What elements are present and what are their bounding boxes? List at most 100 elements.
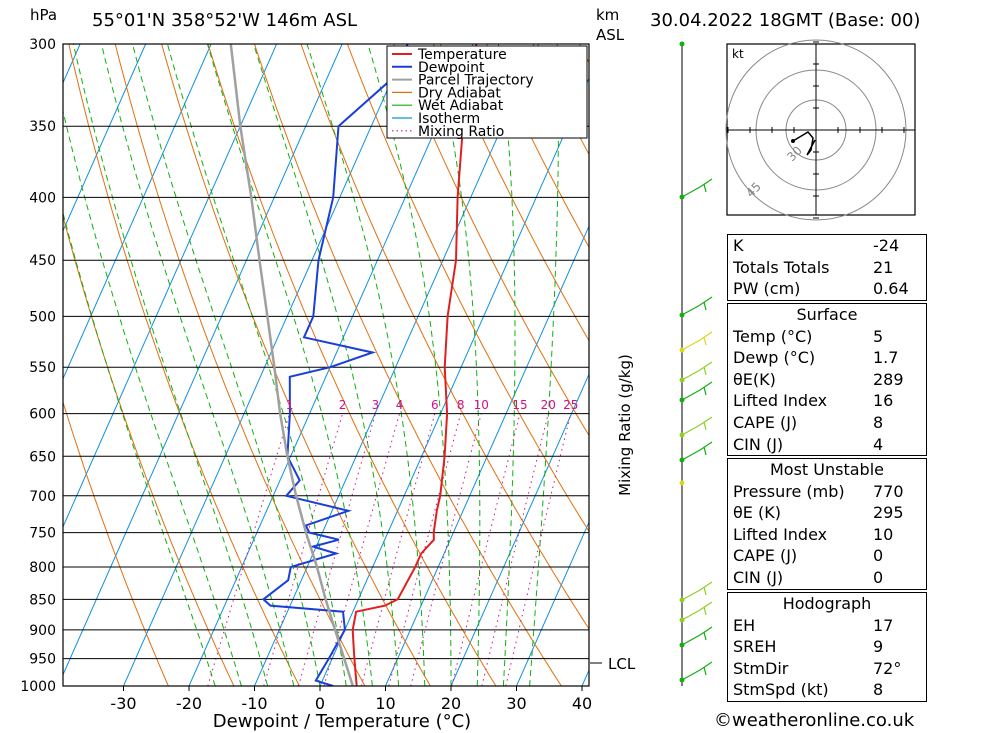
most-unstable-row: Lifted Index 10 — [728, 524, 926, 546]
surface-value: 289 — [873, 369, 904, 389]
wind-barb-flag — [703, 606, 707, 616]
isotherm-line — [63, 44, 147, 232]
most-unstable-value: 295 — [873, 503, 904, 523]
most-unstable-label: θE (K) — [733, 503, 781, 523]
pressure-tick-label: 550 — [29, 360, 56, 376]
wind-barb — [681, 581, 713, 601]
isotherm-line — [385, 224, 589, 686]
mixing-ratio-tick-label: 6 — [431, 398, 439, 412]
hodograph-table-value: 17 — [873, 615, 894, 635]
pressure-tick-labels: 300 350 400 450 500 550 600 650 700 750 800 850 900 9… — [20, 37, 56, 695]
isotherm-line — [63, 44, 343, 676]
most-unstable-label: Pressure (mb) — [733, 481, 845, 501]
dry-adiabat-line — [346, 44, 589, 533]
index-value: 21 — [873, 257, 894, 277]
surface-title: Surface — [796, 305, 858, 324]
wind-barb — [681, 416, 713, 436]
hodograph-table-value: 9 — [873, 637, 884, 657]
wind-barb — [681, 661, 713, 681]
isotherm-line — [123, 44, 409, 686]
temperature-tick-labels: -30 -20 -10 0 10 20 30 40 — [110, 686, 592, 713]
parcel-trajectory-line — [229, 44, 354, 686]
isotherm-line — [516, 520, 589, 686]
hodograph-table-label: EH — [733, 615, 756, 635]
dewpoint-line — [261, 44, 409, 686]
surface-value: 8 — [873, 412, 884, 432]
hodograph-unit: kt — [732, 47, 744, 61]
wind-barb — [681, 361, 713, 381]
hodograph-table-label: SREH — [733, 637, 777, 657]
wind-profile — [679, 41, 713, 686]
dry-adiabat-line — [486, 44, 589, 249]
wind-barb-flag — [703, 336, 707, 346]
surface-value: 1.7 — [873, 348, 899, 368]
wind-barb-flag — [703, 301, 707, 311]
hodograph-table-row: EH 17 — [728, 615, 926, 637]
pressure-tick-label: 450 — [29, 253, 56, 269]
surface-label: θE(K) — [733, 369, 776, 389]
index-row: Totals Totals 21 — [728, 257, 926, 279]
indices-panel: K -24 Totals Totals 21 PW (cm) 0.64 — [727, 234, 927, 301]
wet-adiabat-line — [63, 109, 242, 686]
wet-adiabat-line — [433, 44, 481, 686]
wind-barb-flag — [703, 183, 707, 193]
mixing-ratio-line — [207, 413, 291, 686]
pressure-tick-label: 700 — [29, 489, 56, 505]
hodograph: kt 30 45 — [725, 39, 916, 221]
isotherm-line — [450, 372, 589, 686]
isotherm-line — [188, 44, 474, 686]
surface-label: CIN (J) — [733, 434, 784, 454]
surface-row: θE(K) 289 — [728, 369, 926, 391]
pressure-tick-label: 850 — [29, 592, 56, 608]
mixing-ratio-tick-label: 15 — [512, 398, 527, 412]
surface-row: CIN (J) 4 — [728, 434, 926, 456]
most-unstable-panel: Most Unstable Pressure (mb) 770 θE (K) 295 L… — [727, 458, 927, 590]
wind-barb — [681, 178, 713, 198]
legend-entry: Mixing Ratio — [418, 124, 504, 140]
mixing-ratio-line — [481, 413, 549, 686]
pressure-tick-label: 750 — [29, 526, 56, 542]
hodograph-table-label: StmSpd (kt) — [733, 680, 829, 700]
index-row: PW (cm) 0.64 — [728, 278, 926, 300]
wind-barb-flag — [703, 366, 707, 376]
legend-entry: Dewpoint — [418, 60, 485, 76]
index-label: PW (cm) — [733, 279, 801, 299]
plot-frame — [62, 43, 590, 687]
most-unstable-value: 10 — [873, 524, 894, 544]
pressure-tick-label: 300 — [29, 37, 56, 53]
mixing-ratio-tick-label: 10 — [474, 398, 489, 412]
surface-label: Temp (°C) — [733, 326, 813, 346]
dry-adiabat-line — [63, 400, 169, 686]
wet-adiabat-line — [207, 44, 373, 686]
mixing-ratio-labels: 1 2 3 4 6 8 10 15 20 25 — [286, 398, 579, 412]
temperature-line — [351, 44, 478, 686]
index-value: 0.64 — [873, 279, 909, 299]
index-label: K — [733, 236, 744, 255]
most-unstable-label: Lifted Index — [733, 524, 828, 544]
mixing-ratio-tick-label: 4 — [396, 398, 404, 412]
temperature-tick-label: 40 — [572, 694, 592, 713]
hodograph-table-label: StmDir — [733, 658, 789, 678]
surface-value: 16 — [873, 391, 894, 411]
wet-adiabat-line — [167, 44, 347, 686]
temperature-tick-label: 0 — [315, 694, 325, 713]
most-unstable-value: 0 — [873, 546, 884, 566]
wind-barb — [681, 441, 713, 461]
mixing-ratio-axis-label: Mixing Ratio (g/kg) — [616, 354, 634, 496]
surface-row: Temp (°C) 5 — [728, 326, 926, 348]
wind-barb — [681, 601, 713, 621]
surface-label: CAPE (J) — [733, 412, 798, 432]
hodograph-start-dot — [791, 139, 795, 143]
temperature-tick-label: 20 — [441, 694, 461, 713]
wet-adiabat-line — [529, 44, 559, 686]
surface-value: 5 — [873, 326, 884, 346]
legend-entry: Wet Adiabat — [418, 98, 504, 114]
wet-adiabat-line — [100, 44, 295, 686]
isotherm-line — [0, 44, 15, 686]
pressure-tick-label: 800 — [29, 560, 56, 576]
hodograph-table-row: StmSpd (kt) 8 — [728, 679, 926, 701]
isotherm-line — [254, 44, 540, 686]
pressure-tick-label: 500 — [29, 309, 56, 325]
wind-barb-flag — [703, 631, 707, 641]
